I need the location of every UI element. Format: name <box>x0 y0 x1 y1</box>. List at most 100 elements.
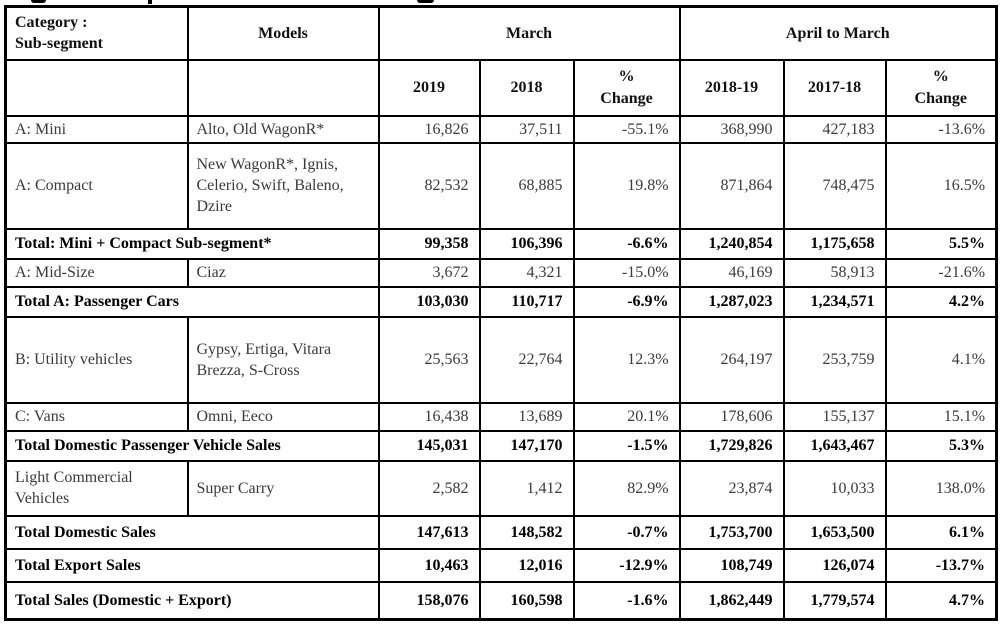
header-models: Models <box>186 5 380 61</box>
value-cell: 4.1% <box>884 315 998 404</box>
value-cell: 5.5% <box>884 227 998 260</box>
value-cell: -55.1% <box>572 114 681 144</box>
value-cell: 16,438 <box>377 401 481 432</box>
value-cell: -6.6% <box>572 227 681 260</box>
value-cell: 110,717 <box>478 285 575 318</box>
value-cell: 103,030 <box>377 285 481 318</box>
value-cell: 1,240,854 <box>678 227 785 260</box>
value-cell: 1,653,500 <box>782 514 887 550</box>
table-body: A: Mini Alto, Old WagonR* 16,826 37,511 … <box>4 114 998 621</box>
total-label-cell: Total Export Sales <box>4 547 380 583</box>
table-row-vans: C: Vans Omni, Eeco 16,438 13,689 20.1% 1… <box>4 401 998 432</box>
value-cell: 12.3% <box>572 315 681 404</box>
value-cell: 15.1% <box>884 401 998 432</box>
value-cell: 6.1% <box>884 514 998 550</box>
value-cell: 10,033 <box>782 459 887 517</box>
header-row-groups: Category : Sub-segment Models March Apri… <box>4 5 998 61</box>
models-cell: Alto, Old WagonR* <box>186 114 380 144</box>
table-header: Category : Sub-segment Models March Apri… <box>4 5 998 117</box>
value-cell: 126,074 <box>782 547 887 583</box>
value-cell: -12.9% <box>572 547 681 583</box>
value-cell: 748,475 <box>782 141 887 230</box>
value-cell: 147,170 <box>478 429 575 462</box>
total-row-export-sales: Total Export Sales 10,463 12,016 -12.9% … <box>4 547 998 583</box>
table-row-lcv: Light Commercial Vehicles Super Carry 2,… <box>4 459 998 517</box>
header-2019: 2019 <box>377 58 481 117</box>
value-cell: 1,175,658 <box>782 227 887 260</box>
category-cell: Light Commercial Vehicles <box>4 459 189 517</box>
value-cell: 1,779,574 <box>782 580 887 621</box>
table-row-utility: B: Utility vehicles Gypsy, Ertiga, Vitar… <box>4 315 998 404</box>
value-cell: 5.3% <box>884 429 998 462</box>
value-cell: 1,287,023 <box>678 285 785 318</box>
total-label-cell: Total Sales (Domestic + Export) <box>4 580 380 621</box>
value-cell: -21.6% <box>884 257 998 288</box>
value-cell: 368,990 <box>678 114 785 144</box>
value-cell: 1,753,700 <box>678 514 785 550</box>
value-cell: 3,672 <box>377 257 481 288</box>
header-empty-category <box>4 58 189 117</box>
cropped-text-artifact <box>31 0 46 3</box>
value-cell: -15.0% <box>572 257 681 288</box>
value-cell: 427,183 <box>782 114 887 144</box>
table-row-mini: A: Mini Alto, Old WagonR* 16,826 37,511 … <box>4 114 998 144</box>
header-category: Category : Sub-segment <box>4 5 189 61</box>
total-label-cell: Total A: Passenger Cars <box>4 285 380 318</box>
category-cell: A: Compact <box>4 141 189 230</box>
models-cell: Omni, Eeco <box>186 401 380 432</box>
category-cell: A: Mini <box>4 114 189 144</box>
value-cell: 10,463 <box>377 547 481 583</box>
total-row-passenger-cars: Total A: Passenger Cars 103,030 110,717 … <box>4 285 998 318</box>
value-cell: 4.7% <box>884 580 998 621</box>
value-cell: -0.7% <box>572 514 681 550</box>
category-cell: B: Utility vehicles <box>4 315 189 404</box>
value-cell: 253,759 <box>782 315 887 404</box>
category-cell: A: Mid-Size <box>4 257 189 288</box>
models-cell: Gypsy, Ertiga, Vitara Brezza, S-Cross <box>186 315 380 404</box>
value-cell: 68,885 <box>478 141 575 230</box>
value-cell: 16.5% <box>884 141 998 230</box>
total-row-domestic-sales: Total Domestic Sales 147,613 148,582 -0.… <box>4 514 998 550</box>
header-2017-18: 2017-18 <box>782 58 887 117</box>
value-cell: 23,874 <box>678 459 785 517</box>
value-cell: 1,643,467 <box>782 429 887 462</box>
value-cell: -13.6% <box>884 114 998 144</box>
value-cell: 160,598 <box>478 580 575 621</box>
value-cell: 158,076 <box>377 580 481 621</box>
models-cell: Ciaz <box>186 257 380 288</box>
header-march-group: March <box>377 5 681 61</box>
value-cell: 82.9% <box>572 459 681 517</box>
value-cell: 4,321 <box>478 257 575 288</box>
value-cell: 264,197 <box>678 315 785 404</box>
sales-table: Category : Sub-segment Models March Apri… <box>4 5 999 622</box>
value-cell: 19.8% <box>572 141 681 230</box>
value-cell: 106,396 <box>478 227 575 260</box>
total-row-mini-compact: Total: Mini + Compact Sub-segment* 99,35… <box>4 227 998 260</box>
total-label-cell: Total Domestic Sales <box>4 514 380 550</box>
value-cell: 22,764 <box>478 315 575 404</box>
header-april-march-group: April to March <box>678 5 998 61</box>
header-2018: 2018 <box>478 58 575 117</box>
value-cell: 147,613 <box>377 514 481 550</box>
header-2018-19: 2018-19 <box>678 58 785 117</box>
header-fy-pct-change: % Change <box>884 58 998 117</box>
models-cell: New WagonR*, Ignis, Celerio, Swift, Bale… <box>186 141 380 230</box>
total-row-total-sales: Total Sales (Domestic + Export) 158,076 … <box>4 580 998 621</box>
total-label-cell: Total: Mini + Compact Sub-segment* <box>4 227 380 260</box>
value-cell: 20.1% <box>572 401 681 432</box>
category-cell: C: Vans <box>4 401 189 432</box>
value-cell: 82,532 <box>377 141 481 230</box>
value-cell: 155,137 <box>782 401 887 432</box>
table-row-compact: A: Compact New WagonR*, Ignis, Celerio, … <box>4 141 998 230</box>
value-cell: 37,511 <box>478 114 575 144</box>
value-cell: 1,729,826 <box>678 429 785 462</box>
value-cell: 1,412 <box>478 459 575 517</box>
value-cell: 25,563 <box>377 315 481 404</box>
total-row-domestic-pv: Total Domestic Passenger Vehicle Sales 1… <box>4 429 998 462</box>
header-row-sub: 2019 2018 % Change 2018-19 2017-18 % Cha… <box>4 58 998 117</box>
value-cell: 1,862,449 <box>678 580 785 621</box>
models-cell: Super Carry <box>186 459 380 517</box>
value-cell: 58,913 <box>782 257 887 288</box>
value-cell: 148,582 <box>478 514 575 550</box>
